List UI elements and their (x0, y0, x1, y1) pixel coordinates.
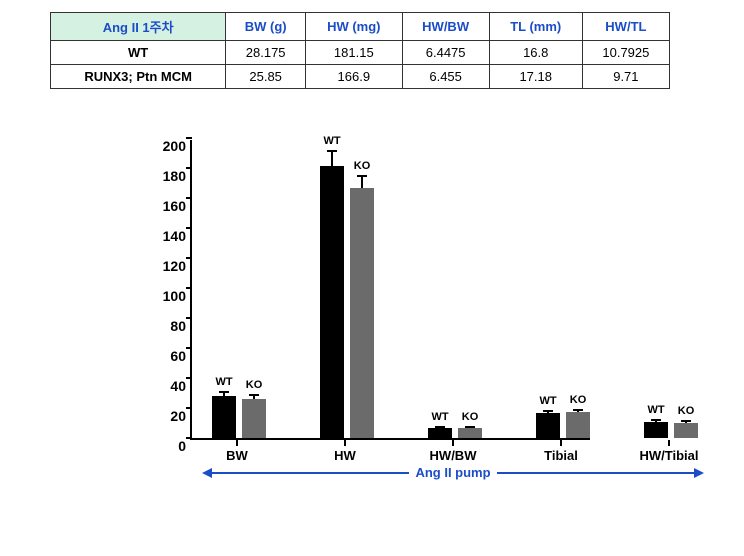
error-bar-cap (543, 410, 553, 412)
y-tick-label: 80 (152, 318, 186, 334)
table-header: BW (g) (226, 13, 306, 41)
y-tick-label: 160 (152, 198, 186, 214)
table-cell: 9.71 (582, 65, 669, 89)
y-tick-mark (186, 377, 192, 379)
bar-ko (458, 428, 482, 438)
table-cell: 181.15 (306, 41, 403, 65)
table-row: RUNX3; Ptn MCM25.85166.96.45517.189.71 (51, 65, 670, 89)
y-tick-mark (186, 137, 192, 139)
y-tick-label: 120 (152, 258, 186, 274)
y-tick-mark (186, 437, 192, 439)
error-bar (331, 151, 333, 166)
table-cell: 10.7925 (582, 41, 669, 65)
table-header-first: Ang II 1주차 (51, 13, 226, 41)
y-tick-mark (186, 167, 192, 169)
bar-ko (674, 423, 698, 438)
error-bar-cap (249, 394, 259, 396)
bar-label-wt: WT (431, 411, 448, 423)
x-tick-mark (344, 440, 346, 446)
row-label: WT (51, 41, 226, 65)
bar-label-ko: KO (570, 394, 587, 406)
bar-wt (428, 428, 452, 438)
bar-chart: 0 20 40 60 80 100 120 140 160 180 200 WT KO WT KO WT KO W… (130, 130, 610, 530)
table-cell: 6.4475 (402, 41, 489, 65)
y-tick-label: 20 (152, 408, 186, 424)
y-tick-mark (186, 197, 192, 199)
bar-label-ko: KO (354, 160, 371, 172)
y-tick-mark (186, 317, 192, 319)
bar-ko (242, 399, 266, 438)
bar-ko (350, 188, 374, 438)
table-cell: 166.9 (306, 65, 403, 89)
bar-label-wt: WT (323, 135, 340, 147)
bar-wt (536, 413, 560, 438)
y-tick-label: 0 (152, 438, 186, 454)
table-cell: 28.175 (226, 41, 306, 65)
y-tick-mark (186, 287, 192, 289)
bracket-line (497, 472, 696, 474)
y-tick-label: 40 (152, 378, 186, 394)
y-tick-mark (186, 227, 192, 229)
table-header: HW/BW (402, 13, 489, 41)
x-category-label: HW (334, 448, 356, 463)
y-tick-mark (186, 347, 192, 349)
error-bar-cap (465, 426, 475, 428)
bar-wt (644, 422, 668, 438)
x-tick-mark (236, 440, 238, 446)
table-cell: 16.8 (489, 41, 582, 65)
error-bar-cap (357, 175, 367, 177)
x-tick-mark (560, 440, 562, 446)
table-header: TL (mm) (489, 13, 582, 41)
error-bar (361, 176, 363, 188)
data-table: Ang II 1주차BW (g)HW (mg)HW/BWTL (mm)HW/TL… (50, 12, 670, 89)
y-tick-label: 100 (152, 288, 186, 304)
bar-label-wt: WT (647, 404, 664, 416)
table-row: WT28.175181.156.447516.810.7925 (51, 41, 670, 65)
bar-ko (566, 412, 590, 438)
y-tick-mark (186, 407, 192, 409)
bar-wt (212, 396, 236, 438)
x-category-label: HW/BW (430, 448, 477, 463)
bar-label-wt: WT (539, 395, 556, 407)
table-cell: 6.455 (402, 65, 489, 89)
x-tick-mark (668, 440, 670, 446)
error-bar-cap (573, 409, 583, 411)
error-bar-cap (435, 426, 445, 428)
x-category-label: Tibial (544, 448, 578, 463)
row-label: RUNX3; Ptn MCM (51, 65, 226, 89)
bracket-label: Ang II pump (415, 465, 490, 480)
y-tick-label: 140 (152, 228, 186, 244)
table-cell: 17.18 (489, 65, 582, 89)
y-tick-label: 60 (152, 348, 186, 364)
x-category-label: BW (226, 448, 248, 463)
error-bar-cap (651, 419, 661, 421)
bar-label-ko: KO (246, 379, 263, 391)
error-bar-cap (327, 150, 337, 152)
bracket-line (210, 472, 409, 474)
x-tick-mark (452, 440, 454, 446)
y-tick-mark (186, 257, 192, 259)
bar-wt (320, 166, 344, 438)
y-tick-label: 200 (152, 138, 186, 154)
plot-area: 020406080100120140160180200WTKOWTKOWTKOW… (190, 140, 590, 440)
table-header: HW (mg) (306, 13, 403, 41)
error-bar-cap (681, 420, 691, 422)
bar-label-ko: KO (678, 405, 695, 417)
bar-label-ko: KO (462, 411, 479, 423)
y-tick-label: 180 (152, 168, 186, 184)
error-bar-cap (219, 391, 229, 393)
table-header: HW/TL (582, 13, 669, 41)
table-cell: 25.85 (226, 65, 306, 89)
bar-label-wt: WT (215, 376, 232, 388)
x-category-label: HW/Tibial (640, 448, 699, 463)
